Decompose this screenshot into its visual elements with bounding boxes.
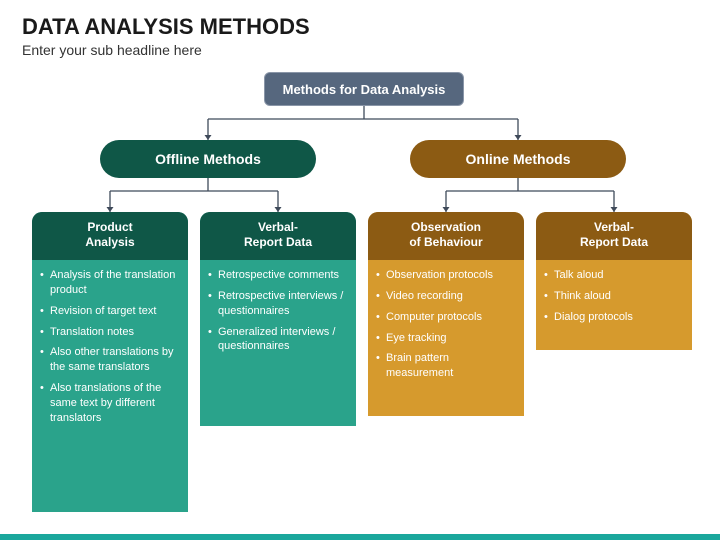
card-heading: ProductAnalysis	[32, 212, 188, 260]
card-observation: Observationof Behaviour Observation prot…	[368, 212, 524, 416]
connector-branch-1	[0, 178, 720, 214]
list-item: Retrospective interviews / questionnaire…	[218, 289, 346, 319]
list-item: Translation notes	[50, 325, 178, 340]
list-item: Computer protocols	[386, 310, 514, 325]
list-item: Retrospective comments	[218, 268, 346, 283]
card-heading: Verbal-Report Data	[536, 212, 692, 260]
card-heading: Verbal-Report Data	[200, 212, 356, 260]
card-heading: Observationof Behaviour	[368, 212, 524, 260]
list-item: Dialog protocols	[554, 310, 682, 325]
card-verbal-report-offline: Verbal-Report Data Retrospective comment…	[200, 212, 356, 426]
list-item: Talk aloud	[554, 268, 682, 283]
list-item: Brain pattern measurement	[386, 351, 514, 381]
list-item: Observation protocols	[386, 268, 514, 283]
list-item: Revision of target text	[50, 304, 178, 319]
card-list: Observation protocols Video recording Comp…	[368, 260, 524, 393]
card-verbal-report-online: Verbal-Report Data Talk aloud Think aloud…	[536, 212, 692, 350]
list-item: Eye tracking	[386, 331, 514, 346]
footer-accent	[0, 534, 720, 540]
branch-online: Online Methods	[410, 140, 626, 178]
page-title: DATA ANALYSIS METHODS	[0, 0, 720, 42]
card-list: Talk aloud Think aloud Dialog protocols	[536, 260, 692, 337]
list-item: Video recording	[386, 289, 514, 304]
connector-root	[0, 106, 720, 142]
branch-offline: Offline Methods	[100, 140, 316, 178]
connector-branch-0	[0, 178, 720, 214]
list-item: Analysis of the translation product	[50, 268, 178, 298]
list-item: Also translations of the same text by di…	[50, 381, 178, 426]
list-item: Think aloud	[554, 289, 682, 304]
card-product-analysis: ProductAnalysis Analysis of the translat…	[32, 212, 188, 512]
root-node: Methods for Data Analysis	[264, 72, 464, 106]
card-list: Analysis of the translation product Revis…	[32, 260, 188, 438]
list-item: Generalized interviews / questionnaires	[218, 325, 346, 355]
page-subtitle: Enter your sub headline here	[0, 42, 720, 58]
list-item: Also other translations by the same tran…	[50, 345, 178, 375]
card-list: Retrospective comments Retrospective inte…	[200, 260, 356, 366]
